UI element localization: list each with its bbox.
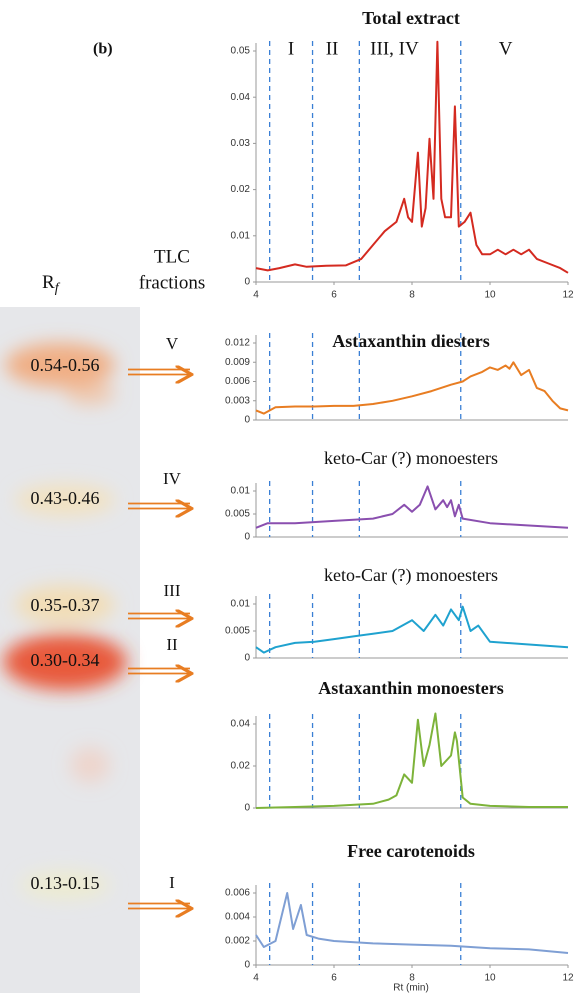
rf-subscript: f	[55, 281, 61, 296]
region-label: II	[326, 38, 339, 59]
fraction-label: V	[166, 334, 179, 353]
y-tick-label: 0.002	[225, 936, 250, 947]
y-tick-label: 0.003	[225, 395, 250, 406]
region-label: V	[499, 38, 513, 59]
y-tick-label: 0.01	[231, 486, 251, 497]
y-tick-label: 0.04	[231, 719, 251, 730]
y-tick-label: 0.05	[231, 46, 251, 57]
y-tick-label: 0	[244, 653, 250, 664]
arrow	[128, 614, 190, 619]
fraction-label: III	[164, 581, 181, 600]
rf-value: 0.13-0.15	[31, 873, 100, 893]
line	[255, 712, 568, 809]
line	[255, 892, 569, 954]
x-tick-label: 12	[562, 290, 574, 301]
y-tick-label: 0	[244, 803, 250, 814]
chart-title: Total extract	[362, 8, 460, 28]
tlc-spots	[3, 343, 127, 899]
rf-value: 0.35-0.37	[31, 595, 100, 615]
rf-symbol: R	[42, 272, 55, 293]
rf-value: 0.43-0.46	[31, 488, 100, 508]
y-tick-label: 0.01	[231, 599, 251, 610]
line	[255, 485, 569, 529]
line	[255, 40, 569, 274]
arrow	[128, 904, 190, 909]
line	[255, 361, 569, 415]
rf-value: 0.30-0.34	[31, 650, 100, 670]
y-tick-label: 0	[244, 415, 250, 426]
y-tick-label: 0.01	[231, 230, 251, 241]
x-tick-label: 8	[409, 973, 415, 984]
y-tick-label: 0.004	[225, 912, 250, 923]
fraction-label: IV	[163, 469, 182, 488]
y-tick-label: 0.012	[225, 338, 250, 349]
y-tick-label: 0.02	[231, 761, 251, 772]
x-tick-label: 12	[562, 973, 574, 984]
arrow	[128, 669, 190, 674]
rf-value: 0.54-0.56	[31, 355, 100, 375]
arrow	[128, 504, 190, 509]
y-tick-label: 0.03	[231, 138, 251, 149]
region-label: I	[288, 38, 294, 59]
chart-title: Astaxanthin monoesters	[318, 678, 504, 698]
y-tick-label: 0.006	[225, 376, 250, 387]
x-tick-label: 4	[253, 290, 259, 301]
tlc-heading: fractions	[139, 272, 205, 293]
tlc-heading: TLC	[154, 246, 190, 267]
chart-title: keto-Car (?) monoesters	[324, 448, 498, 469]
y-tick-label: 0	[244, 532, 250, 543]
y-tick-label: 0.02	[231, 184, 251, 195]
figure-label: (b)	[93, 41, 113, 58]
y-tick-label: 0	[244, 960, 250, 971]
x-tick-label: 10	[484, 290, 496, 301]
x-tick-label: 8	[409, 290, 415, 301]
fraction-label: II	[166, 635, 178, 654]
y-tick-label: 0	[244, 277, 250, 288]
x-tick-label: 10	[484, 973, 496, 984]
y-tick-label: 0.04	[231, 92, 251, 103]
region-label: III, IV	[370, 38, 419, 59]
chart-title: Free carotenoids	[347, 841, 475, 861]
y-tick-label: 0.005	[225, 626, 250, 637]
y-tick-label: 0.009	[225, 357, 250, 368]
x-tick-label: 4	[253, 973, 259, 984]
fraction-label: I	[169, 873, 175, 892]
chart-title: Astaxanthin diesters	[332, 331, 490, 351]
x-tick-label: 6	[331, 290, 337, 301]
x-tick-label: 6	[331, 973, 337, 984]
x-axis-label: Rt (min)	[393, 983, 429, 993]
chart-title: keto-Car (?) monoesters	[324, 565, 498, 586]
line	[255, 605, 569, 654]
rf-heading: Rf	[42, 272, 61, 296]
arrow	[128, 370, 190, 375]
y-tick-label: 0.006	[225, 888, 250, 899]
y-tick-label: 0.005	[225, 509, 250, 520]
